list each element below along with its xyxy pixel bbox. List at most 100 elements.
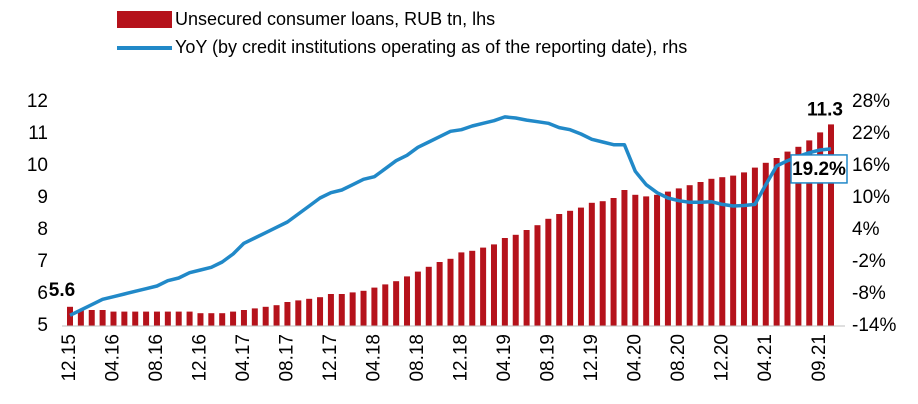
- bar: [795, 146, 802, 326]
- y2-tick-label: 4%: [852, 219, 880, 240]
- x-tick-label: 04.17: [233, 334, 254, 382]
- bar: [730, 175, 737, 326]
- x-tick-label: 12.19: [581, 334, 602, 382]
- x-tick-label: 09.21: [809, 334, 830, 382]
- bar: [480, 247, 487, 326]
- y2-tick-label: 16%: [852, 155, 890, 176]
- bar: [632, 194, 639, 326]
- bar: [230, 311, 237, 326]
- bar: [153, 311, 160, 326]
- bar: [121, 311, 128, 326]
- bar: [284, 302, 291, 326]
- bar: [360, 290, 367, 326]
- y2-tick-label: -2%: [852, 251, 886, 272]
- bar: [219, 313, 226, 326]
- bar: [512, 234, 519, 326]
- bar: [262, 306, 269, 326]
- bar: [317, 297, 324, 326]
- bar: [99, 310, 106, 326]
- bar: [338, 294, 345, 326]
- x-tick-label: 04.19: [494, 334, 515, 382]
- x-tick-label: 08.17: [276, 334, 297, 382]
- bar: [643, 196, 650, 326]
- x-tick-label: 12.18: [450, 334, 471, 382]
- bar: [708, 178, 715, 326]
- x-tick-label: 04.21: [755, 334, 776, 382]
- bar: [77, 310, 84, 326]
- x-tick-label: 08.19: [537, 334, 558, 382]
- bar: [654, 194, 661, 326]
- bar: [817, 132, 824, 326]
- x-tick-label: 12.17: [320, 334, 341, 382]
- bar: [599, 201, 606, 326]
- x-tick-label: 04.16: [103, 334, 124, 382]
- bar: [393, 281, 400, 326]
- bar: [404, 276, 411, 326]
- bar: [828, 124, 834, 327]
- bar: [197, 313, 204, 326]
- bar: [577, 207, 584, 326]
- x-tick-label: 12.20: [711, 334, 732, 382]
- bar: [306, 298, 313, 326]
- x-tick-label: 08.18: [407, 334, 428, 382]
- x-tick-label: 04.18: [363, 334, 384, 382]
- bar: [806, 140, 813, 326]
- bar: [143, 311, 150, 326]
- y-tick-label: 9: [37, 187, 48, 208]
- bar: [751, 167, 758, 326]
- y-tick-label: 5: [37, 315, 48, 336]
- y-tick-label: 8: [37, 219, 48, 240]
- bar: [295, 300, 302, 326]
- bar: [186, 311, 193, 326]
- bar: [675, 188, 682, 326]
- bar: [175, 311, 182, 326]
- y-tick-label: 12: [27, 91, 48, 112]
- bar: [545, 218, 552, 326]
- bar: [349, 292, 356, 326]
- bar: [534, 225, 541, 326]
- bar: [88, 310, 95, 326]
- legend-text: Unsecured consumer loans, RUB tn, lhs: [175, 9, 495, 29]
- bar: [447, 258, 454, 326]
- bar: [664, 191, 671, 326]
- bar: [762, 162, 769, 326]
- bar: [132, 311, 139, 326]
- bar: [208, 313, 215, 326]
- bar: [686, 185, 693, 326]
- data-label: 19.2%: [792, 159, 846, 180]
- y2-tick-label: 10%: [852, 187, 890, 208]
- bar: [240, 310, 247, 326]
- bar: [67, 306, 73, 326]
- x-tick-label: 12.15: [59, 334, 80, 382]
- x-tick-label: 08.16: [146, 334, 167, 382]
- bar: [414, 271, 421, 326]
- bar: [490, 244, 497, 326]
- bar: [610, 198, 617, 326]
- bar: [697, 182, 704, 326]
- y-tick-label: 6: [37, 283, 48, 304]
- y-tick-label: 10: [27, 155, 48, 176]
- y2-tick-label: -8%: [852, 283, 886, 304]
- y2-tick-label: 28%: [852, 91, 890, 112]
- bar: [556, 214, 563, 326]
- bar: [469, 250, 476, 326]
- x-tick-label: 04.20: [624, 334, 645, 382]
- bar: [251, 308, 258, 326]
- bar: [501, 238, 508, 326]
- bar: [110, 311, 117, 326]
- y-tick-label: 7: [37, 251, 48, 272]
- x-tick-label: 08.20: [668, 334, 689, 382]
- data-label: 5.6: [49, 280, 75, 301]
- x-tick-label: 12.16: [189, 334, 210, 382]
- bar: [784, 151, 791, 326]
- legend-text: YoY (by credit institutions operating as…: [175, 37, 687, 57]
- bar: [164, 311, 171, 326]
- bar: [741, 172, 748, 326]
- bar: [567, 210, 574, 326]
- line-series: [69, 115, 832, 317]
- y-tick-label: 11: [28, 123, 48, 144]
- y2-tick-label: 22%: [852, 123, 890, 144]
- bar: [371, 287, 378, 326]
- bar: [382, 284, 389, 326]
